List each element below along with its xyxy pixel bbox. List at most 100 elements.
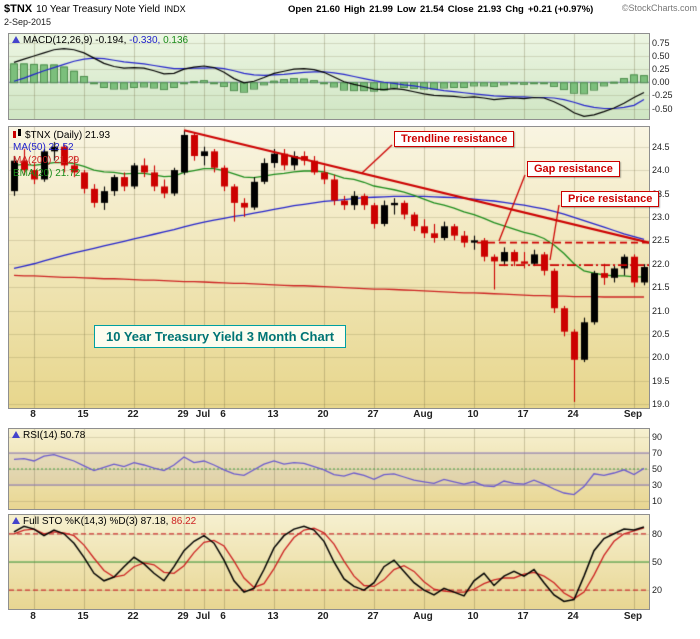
macd-canvas: [9, 34, 649, 119]
ma50-legend: MA(50) 22.52: [13, 142, 74, 153]
x-axis-label: 10: [467, 409, 479, 420]
x-axis-label: 10: [467, 611, 479, 622]
x-axis-label: 29: [177, 611, 189, 622]
y-axis-label: 0.25: [652, 64, 670, 75]
open-label: Open: [288, 4, 313, 15]
high-label: High: [344, 4, 366, 15]
macd-value: -0.194,: [95, 35, 127, 46]
y-axis-label: 21.5: [652, 282, 670, 293]
y-axis-label: 20: [652, 585, 663, 596]
close-value: 21.93: [477, 4, 502, 15]
y-axis-label: 20.0: [652, 352, 670, 363]
y-axis-label: 22.5: [652, 235, 670, 246]
x-axis-label: 22: [127, 409, 139, 420]
chart-title-box: 10 Year Treasury Yield 3 Month Chart: [94, 325, 347, 348]
sto-d-value: 86.22: [171, 516, 197, 527]
y-axis-label: 30: [652, 480, 663, 490]
sto-k-value: 87.18,: [140, 516, 169, 527]
x-axis-label: Sep: [623, 611, 643, 622]
annotation-gap-resistance: Gap resistance: [527, 161, 620, 177]
open-value: 21.60: [316, 4, 341, 15]
y-axis-label: 24.0: [652, 165, 670, 176]
price-label: $TNX (Daily) 21.93: [25, 130, 111, 141]
x-axis-label: 22: [127, 611, 139, 622]
chart-date: 2-Sep-2015: [4, 17, 52, 27]
low-label: Low: [396, 4, 416, 15]
annotation-trendline-resistance: Trendline resistance: [394, 131, 515, 147]
x-axis-label: 13: [267, 409, 279, 420]
stochastics-panel: Full STO %K(14,3) %D(3) 87.18, 86.22: [8, 514, 650, 610]
ema20-legend: EMA(20) 21.72: [13, 168, 81, 179]
x-axis-label: 15: [77, 409, 89, 420]
x-axis-label: Jul: [195, 611, 211, 622]
y-axis-label: 50: [652, 557, 663, 567]
y-axis-label: 20.5: [652, 329, 670, 339]
macd-hist-value: 0.136: [163, 35, 189, 46]
header: $TNX 10 Year Treasury Note Yield INDX: [4, 3, 186, 15]
sto-label: Full STO %K(14,3) %D(3): [23, 516, 138, 527]
x-axis-label: 27: [367, 611, 379, 622]
y-axis-label: 0.00: [652, 77, 670, 88]
rsi-panel: RSI(14) 50.78: [8, 428, 650, 510]
price-legend: $TNX (Daily) 21.93: [13, 129, 110, 141]
macd-panel: MACD(12,26,9) -0.194, -0.330, 0.136: [8, 33, 650, 120]
y-axis-label: 23.0: [652, 211, 670, 222]
y-axis-label: -0.25: [652, 90, 673, 101]
x-axis-label: Jul: [195, 409, 211, 420]
y-axis-label: 80: [652, 528, 663, 539]
x-axis-label: 24: [567, 409, 579, 420]
x-axis-label: 17: [517, 409, 529, 420]
x-axis-label: 20: [317, 611, 329, 622]
y-axis-label: 0.50: [652, 51, 670, 62]
x-axis-label: Aug: [413, 409, 433, 420]
x-axis-label: 13: [267, 611, 279, 622]
y-axis-label: 22.0: [652, 258, 670, 269]
y-axis-label: 70: [652, 448, 663, 458]
y-axis-label: 50: [652, 464, 663, 474]
panel-collapse-icon: [12, 36, 20, 43]
y-axis-label: 24.5: [652, 141, 670, 152]
low-value: 21.54: [419, 4, 444, 15]
sto-legend: Full STO %K(14,3) %D(3) 87.18, 86.22: [12, 516, 196, 527]
x-axis-label: Sep: [623, 409, 643, 420]
macd-legend: MACD(12,26,9) -0.194, -0.330, 0.136: [12, 35, 188, 46]
y-axis-label: 90: [652, 432, 663, 442]
rsi-legend: RSI(14) 50.78: [12, 430, 85, 441]
y-axis-label: 19.5: [652, 375, 670, 386]
symbol: $TNX: [4, 3, 33, 15]
macd-label: MACD(12,26,9): [23, 35, 93, 46]
x-axis-label: 27: [367, 409, 379, 420]
rsi-canvas: [9, 429, 649, 509]
y-axis-label: 19.0: [652, 399, 670, 410]
rsi-value: 50.78: [60, 430, 86, 441]
high-value: 21.99: [369, 4, 393, 15]
y-axis-label: 10: [652, 496, 663, 506]
stochastics-canvas: [9, 515, 649, 609]
price-panel: $TNX (Daily) 21.93 MA(50) 22.52 MA(200) …: [8, 126, 660, 409]
chart-type-icon: [13, 129, 21, 138]
panel-collapse-icon: [12, 431, 20, 438]
x-axis-label: 24: [567, 611, 579, 622]
x-axis-label: 8: [30, 409, 36, 420]
close-label: Close: [447, 4, 474, 15]
quote-line: Open 21.60 High 21.99 Low 21.54 Close 21.93 Chg +…: [288, 4, 597, 15]
exchange: INDX: [164, 4, 186, 14]
ma200-legend: MA(200) 21.29: [13, 155, 80, 166]
macd-signal-value: -0.330,: [129, 35, 161, 46]
annotation-price-resistance: Price resistance: [561, 191, 660, 207]
x-axis-label: 8: [30, 611, 36, 622]
x-axis-label: 15: [77, 611, 89, 622]
x-axis-label: 6: [220, 409, 226, 420]
x-axis-label: 29: [177, 409, 189, 420]
y-axis-label: 23.5: [652, 188, 670, 199]
panel-collapse-icon: [12, 517, 20, 524]
x-axis-label: 20: [317, 409, 329, 420]
chg-value: +0.21 (+0.97%): [527, 4, 594, 15]
y-axis-label: 21.0: [652, 305, 670, 316]
x-axis-label: 17: [517, 611, 529, 622]
symbol-name: 10 Year Treasury Note Yield: [36, 4, 161, 15]
chg-label: Chg: [505, 4, 524, 15]
rsi-label: RSI(14): [23, 430, 58, 441]
x-axis-label: Aug: [413, 611, 433, 622]
